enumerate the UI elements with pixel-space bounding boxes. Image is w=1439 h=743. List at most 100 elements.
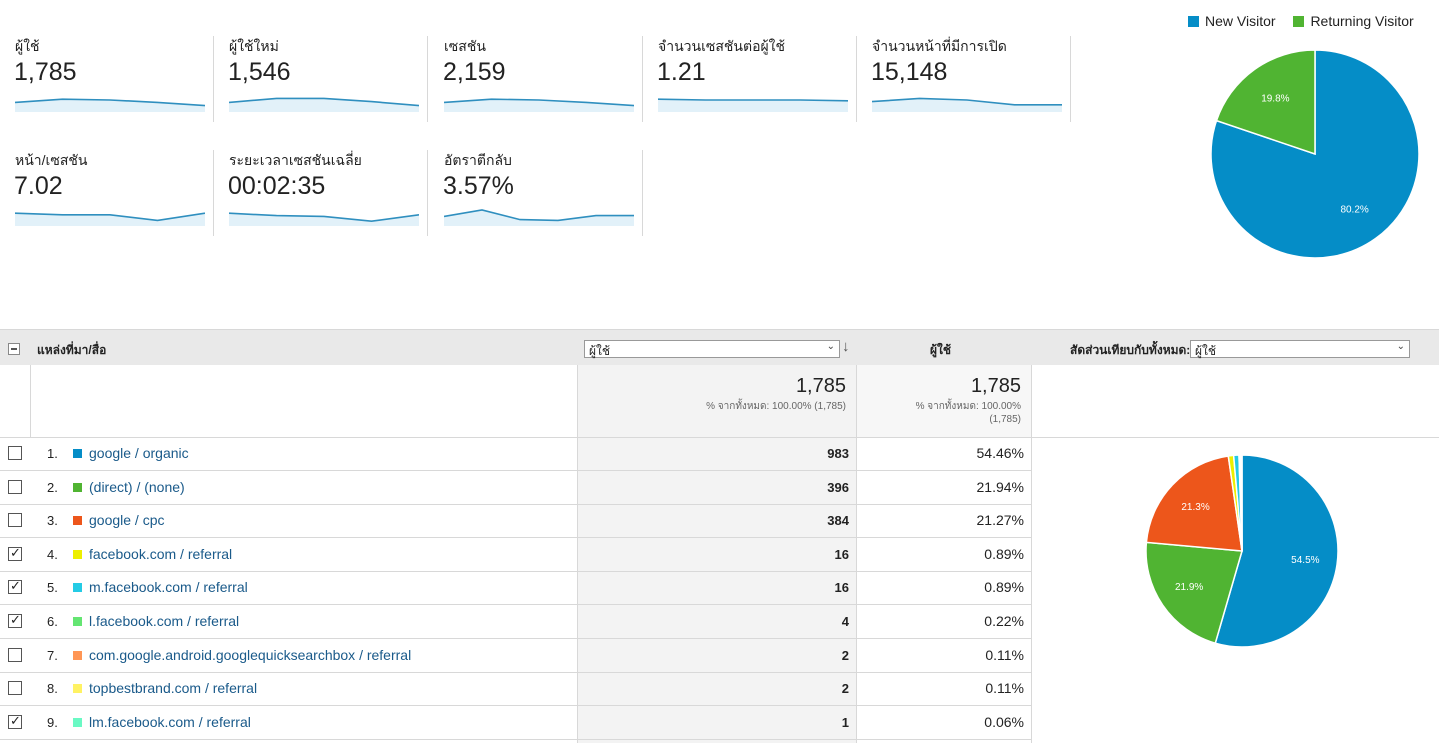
table-row: 3. google / cpc 384 21.27% bbox=[0, 504, 1031, 537]
row-checkbox[interactable] bbox=[8, 513, 22, 528]
divider bbox=[30, 365, 31, 437]
row-checkbox[interactable] bbox=[8, 479, 22, 494]
row-checkbox[interactable] bbox=[8, 647, 22, 662]
percent-value: 21.94% bbox=[976, 478, 1024, 495]
row-checkbox[interactable]: ✓ bbox=[8, 612, 22, 628]
row-color-swatch bbox=[73, 516, 82, 526]
users-value: 16 bbox=[834, 580, 849, 596]
sparkline-area bbox=[15, 213, 205, 226]
table-row: 2. (direct) / (none) 396 21.94% bbox=[0, 471, 1031, 504]
divider bbox=[0, 738, 1031, 740]
sparkline bbox=[229, 97, 419, 112]
metric-label: จำนวนเซสชันต่อผู้ใช้ bbox=[658, 38, 786, 54]
pie-slice-label: 80.2% bbox=[1340, 204, 1368, 215]
sparkline-line bbox=[229, 97, 419, 107]
metric-tile[interactable]: ผู้ใช้ใหม่ 1,546 bbox=[214, 36, 428, 124]
select-all-checkbox[interactable] bbox=[8, 343, 20, 355]
legend-new-visitor[interactable]: New Visitor bbox=[1188, 13, 1276, 29]
divider bbox=[213, 36, 214, 122]
metric-tile[interactable]: จำนวนหน้าที่มีการเปิด 15,148 bbox=[857, 36, 1071, 124]
metric-select-value: ผู้ใช้ bbox=[589, 344, 611, 358]
source-link[interactable]: facebook.com / referral bbox=[89, 545, 233, 562]
visitor-legend: New Visitor Returning Visitor bbox=[1188, 13, 1428, 29]
sparkline bbox=[658, 98, 848, 112]
metric-tile[interactable]: อัตราตีกลับ 3.57% bbox=[429, 150, 643, 238]
pie-slice[interactable] bbox=[1145, 455, 1243, 552]
metric-tile[interactable]: ผู้ใช้ 1,785 bbox=[0, 36, 214, 124]
row-checkbox[interactable]: ✓ bbox=[8, 578, 22, 595]
compare-label: สัดส่วนเทียบกับทั้งหมด: bbox=[1070, 343, 1191, 357]
pie-slice[interactable] bbox=[1215, 49, 1316, 156]
pie-slice[interactable] bbox=[1210, 49, 1420, 259]
metric-tile[interactable]: จำนวนเซสชันต่อผู้ใช้ 1.21 bbox=[643, 36, 857, 124]
sparkline bbox=[872, 97, 1062, 112]
percent-value: 0.89% bbox=[984, 545, 1024, 562]
percent-value: 54.46% bbox=[976, 445, 1024, 461]
metric-value: 1,785 bbox=[14, 58, 77, 86]
row-checkbox[interactable]: ✓ bbox=[8, 713, 22, 729]
row-checkbox[interactable] bbox=[8, 446, 22, 460]
metric-tile[interactable]: เซสชัน 2,159 bbox=[429, 36, 643, 124]
sparkline-line bbox=[872, 97, 1062, 106]
col-header-source[interactable]: แหล่งที่มา/สื่อ bbox=[37, 343, 107, 357]
total-users-value: 1,785 bbox=[795, 375, 846, 397]
divider bbox=[0, 503, 1031, 505]
users-value: 4 bbox=[841, 614, 849, 629]
metric-tile[interactable]: หน้า/เซสชัน 7.02 bbox=[0, 150, 214, 238]
divider bbox=[0, 470, 1031, 471]
metric-label: จำนวนหน้าที่มีการเปิด bbox=[872, 38, 1007, 54]
divider bbox=[427, 36, 428, 122]
row-checkbox[interactable]: ✓ bbox=[8, 545, 22, 561]
percent-value: 0.06% bbox=[984, 713, 1024, 730]
total-users-2-sub: % จากทั้งหมด: 100.00% bbox=[915, 401, 1021, 412]
chevron-down-icon: ⌄ bbox=[1396, 341, 1405, 352]
divider bbox=[0, 537, 1031, 539]
metric-tile[interactable]: ระยะเวลาเซสชันเฉลี่ย 00:02:35 bbox=[214, 150, 428, 238]
sort-arrow-icon[interactable]: ↓ bbox=[842, 338, 850, 355]
source-link[interactable]: com.google.android.googlequicksearchbox … bbox=[89, 646, 412, 663]
metric-select[interactable]: ผู้ใช้ ⌄ bbox=[584, 340, 840, 358]
row-color-swatch bbox=[73, 583, 82, 593]
table-row: 8. topbestbrand.com / referral 2 0.11% bbox=[0, 672, 1031, 705]
source-link[interactable]: l.facebook.com / referral bbox=[89, 613, 240, 629]
source-link[interactable]: lm.facebook.com / referral bbox=[89, 713, 251, 730]
pie-slice-label: 21.3% bbox=[1181, 502, 1209, 513]
source-link[interactable]: topbestbrand.com / referral bbox=[89, 680, 258, 697]
col-header-users[interactable]: ผู้ใช้ bbox=[930, 343, 952, 357]
sparkline bbox=[15, 212, 205, 226]
sparkline-area bbox=[658, 99, 848, 112]
sparkline-line bbox=[658, 98, 848, 102]
sparkline-line bbox=[444, 98, 634, 107]
row-color-swatch bbox=[73, 449, 82, 458]
percent-value: 21.27% bbox=[976, 512, 1024, 529]
total-users-2-sub-count: (1,785) bbox=[989, 414, 1021, 425]
row-checkbox[interactable] bbox=[8, 681, 22, 696]
users-value: 983 bbox=[827, 446, 849, 461]
sparkline-area bbox=[444, 99, 634, 112]
total-users-2: 1,785 % จากทั้งหมด: 100.00% (1,785) bbox=[857, 375, 1021, 426]
row-index: 5. bbox=[47, 580, 58, 596]
source-link[interactable]: (direct) / (none) bbox=[89, 478, 185, 495]
legend-returning-visitor[interactable]: Returning Visitor bbox=[1293, 13, 1414, 29]
pie-slice[interactable] bbox=[1214, 454, 1339, 648]
users-value: 396 bbox=[827, 479, 849, 495]
divider bbox=[213, 150, 214, 236]
row-color-swatch bbox=[73, 549, 82, 559]
source-link[interactable]: m.facebook.com / referral bbox=[89, 579, 248, 596]
source-link[interactable]: google / organic bbox=[89, 445, 189, 461]
source-link[interactable]: google / cpc bbox=[89, 512, 165, 529]
metric-label: อัตราตีกลับ bbox=[444, 152, 512, 168]
users-value: 384 bbox=[827, 513, 849, 529]
sorted-column-shade bbox=[578, 365, 857, 743]
table-row: 1. google / organic 983 54.46% bbox=[0, 437, 1031, 470]
table-header: แหล่งที่มา/สื่อ ผู้ใช้ ⌄ ↓ ผู้ใช้ สัดส่วน… bbox=[0, 329, 1439, 365]
percent-value: 0.89% bbox=[984, 579, 1024, 596]
pie-slice[interactable] bbox=[1145, 541, 1243, 645]
compare-select[interactable]: ผู้ใช้ ⌄ bbox=[1190, 340, 1410, 358]
divider bbox=[0, 638, 1031, 639]
divider bbox=[0, 705, 1031, 707]
divider bbox=[577, 365, 578, 743]
percent-value: 0.22% bbox=[984, 613, 1024, 629]
total-users-sub: % จากทั้งหมด: 100.00% (1,785) bbox=[706, 401, 846, 412]
row-color-swatch bbox=[73, 650, 82, 660]
